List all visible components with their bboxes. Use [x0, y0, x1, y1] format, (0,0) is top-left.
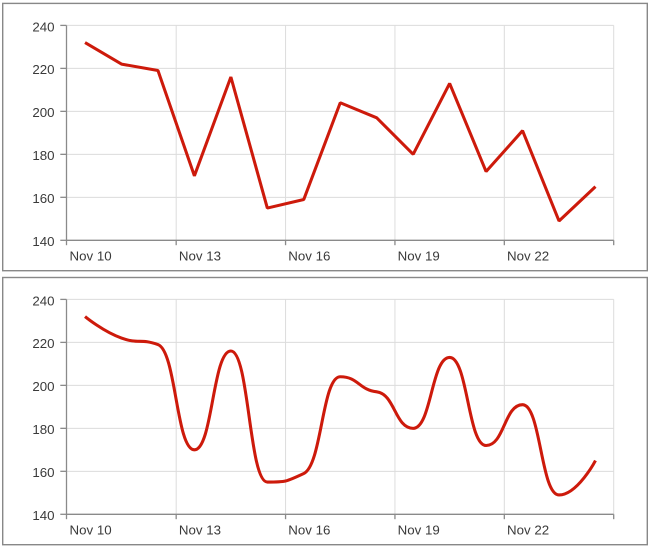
svg-text:220: 220: [32, 336, 54, 351]
svg-text:Nov 22: Nov 22: [507, 523, 549, 538]
svg-text:Nov 19: Nov 19: [398, 523, 440, 538]
svg-text:180: 180: [32, 148, 54, 163]
svg-text:200: 200: [32, 105, 54, 120]
svg-text:200: 200: [32, 379, 54, 394]
svg-text:Nov 10: Nov 10: [70, 249, 112, 264]
svg-text:140: 140: [32, 234, 54, 249]
svg-text:Nov 13: Nov 13: [179, 523, 221, 538]
svg-text:Nov 10: Nov 10: [70, 523, 112, 538]
svg-text:160: 160: [32, 191, 54, 206]
svg-text:Nov 16: Nov 16: [288, 523, 330, 538]
svg-text:Nov 13: Nov 13: [179, 249, 221, 264]
svg-text:Nov 19: Nov 19: [398, 249, 440, 264]
svg-text:Nov 16: Nov 16: [288, 249, 330, 264]
svg-text:240: 240: [32, 293, 54, 308]
svg-text:Nov 22: Nov 22: [507, 249, 549, 264]
svg-text:220: 220: [32, 62, 54, 77]
svg-text:240: 240: [32, 19, 54, 34]
svg-text:180: 180: [32, 422, 54, 437]
svg-text:160: 160: [32, 465, 54, 480]
svg-text:140: 140: [32, 508, 54, 523]
